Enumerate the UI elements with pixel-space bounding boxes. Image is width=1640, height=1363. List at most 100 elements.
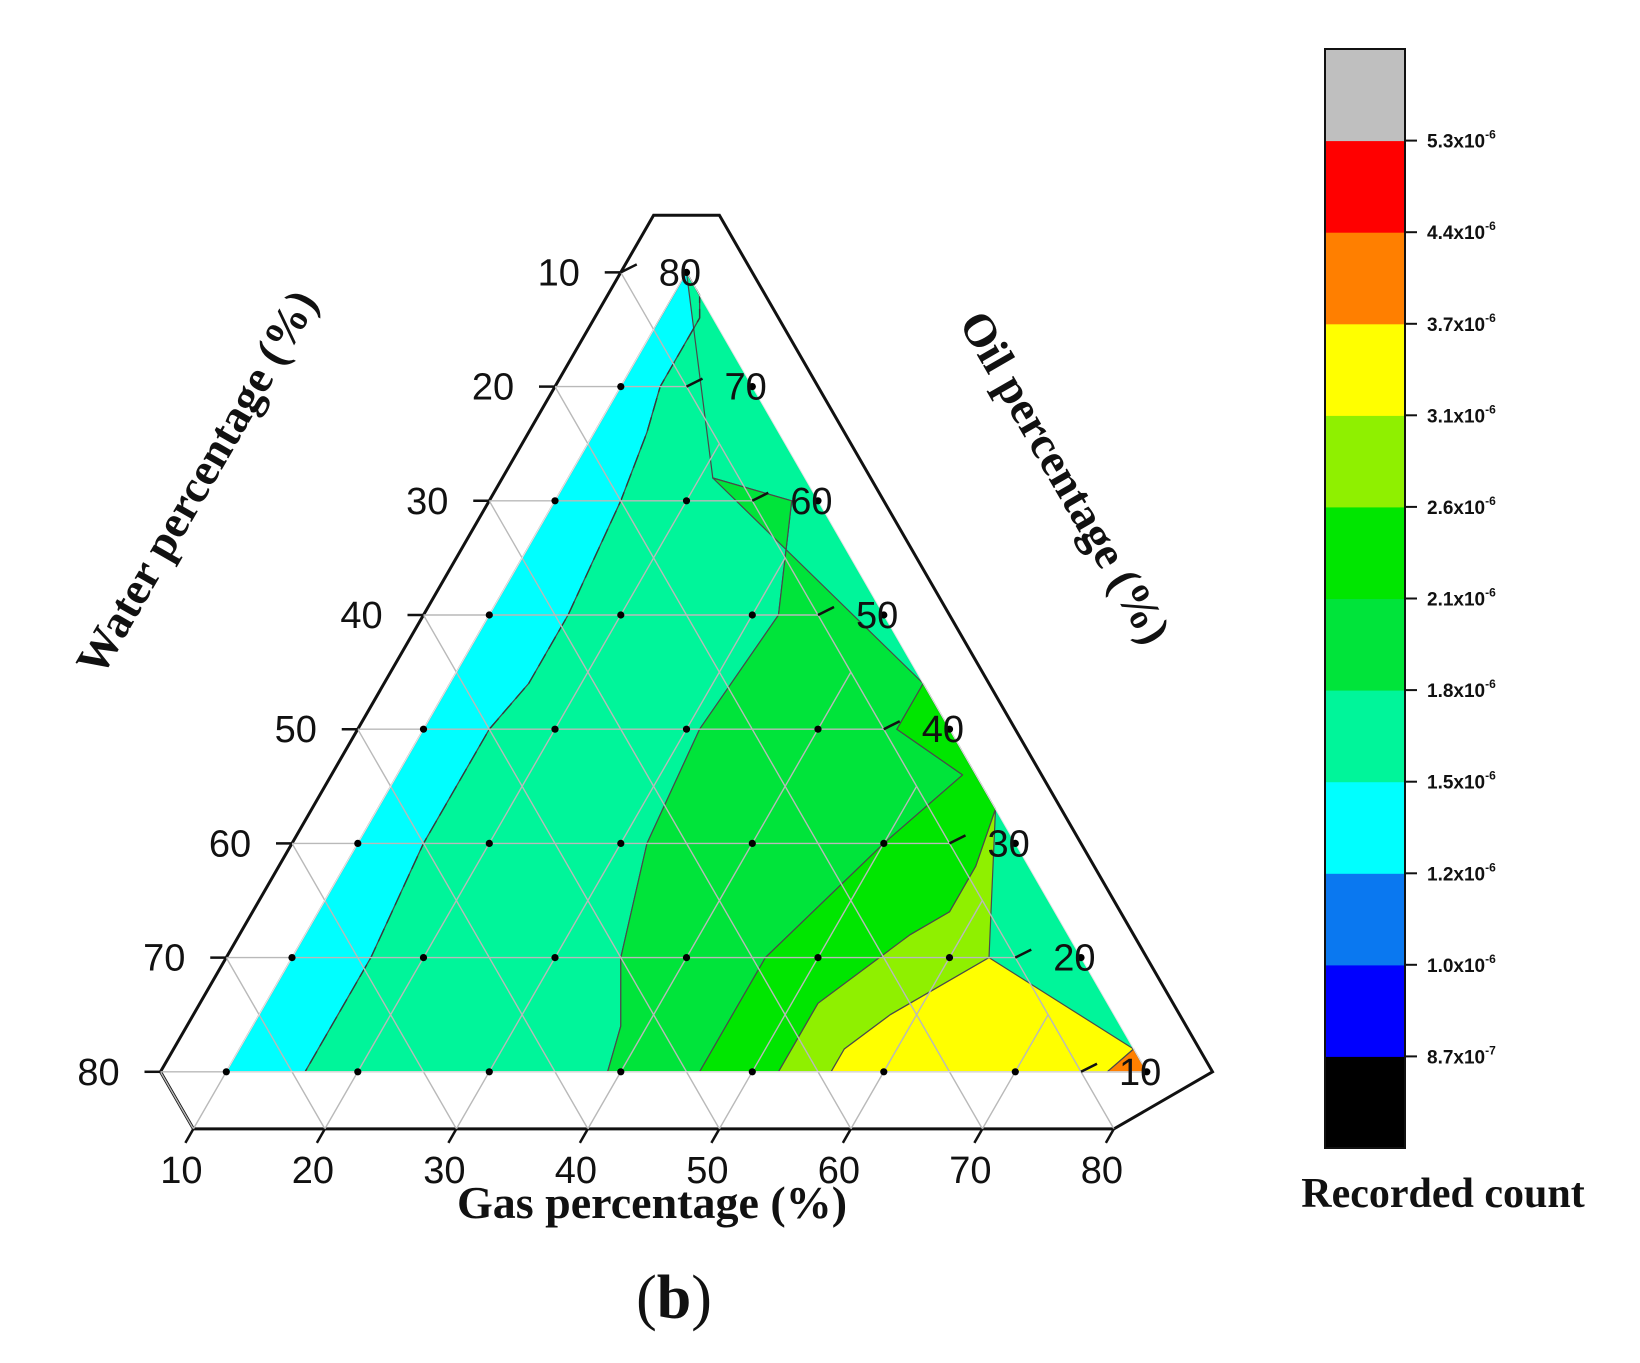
oil-tick-30 xyxy=(948,834,967,845)
colorbar-swatch-8 xyxy=(1325,415,1405,508)
colorbar-swatch-9 xyxy=(1325,323,1405,416)
sample-point-8 xyxy=(617,611,625,619)
gas-tick-label-40: 40 xyxy=(555,1150,597,1192)
sample-point-16 xyxy=(354,839,362,848)
gas-tick-label-70: 70 xyxy=(949,1150,991,1192)
gas-tick-20 xyxy=(315,1128,326,1144)
panel-label-open: ( xyxy=(636,1264,657,1332)
sample-point-20 xyxy=(880,839,888,848)
colorbar-swatch-10 xyxy=(1325,232,1405,325)
gas-tick-label-20: 20 xyxy=(292,1150,334,1192)
sample-point-4 xyxy=(551,497,559,505)
colorbar-swatch-4 xyxy=(1325,781,1405,874)
water-tick-label-30: 30 xyxy=(406,481,448,523)
oil-tick-label-40: 40 xyxy=(922,709,964,751)
sample-point-26 xyxy=(814,954,822,962)
panel-label-close: ) xyxy=(691,1264,712,1332)
oil-tick-50 xyxy=(817,605,835,617)
grid-line-water-20 xyxy=(554,386,983,1130)
gas-tick-40 xyxy=(578,1128,589,1144)
sample-point-19 xyxy=(748,839,756,848)
axis-ticks: 10 20 30 40 50 60 70 80 10 20 30 40 50 60 70 80 10 20 30 40… xyxy=(77,252,1161,1192)
sample-point-6 xyxy=(814,497,822,505)
colorbar-swatch-7 xyxy=(1325,506,1405,599)
colorbar-swatch-1 xyxy=(1325,1056,1405,1149)
grid-line-gas-60 xyxy=(850,900,983,1130)
sample-point-34 xyxy=(880,1068,888,1076)
gas-tick-80 xyxy=(1104,1128,1115,1144)
oil-tick-label-70: 70 xyxy=(725,367,767,409)
gas-tick-50 xyxy=(710,1128,721,1144)
sample-point-1 xyxy=(682,268,691,276)
gas-tick-label-60: 60 xyxy=(818,1150,860,1192)
sample-point-32 xyxy=(617,1068,625,1076)
sample-point-17 xyxy=(485,839,493,848)
oil-tick-label-10: 10 xyxy=(1119,1052,1161,1094)
panel-label: (b) xyxy=(636,1264,712,1332)
grid-line-water-70 xyxy=(225,957,326,1130)
oil-tick-label-30: 30 xyxy=(988,823,1030,865)
sample-point-5 xyxy=(682,497,691,505)
grid-line-water-40 xyxy=(422,614,720,1130)
gas-tick-60 xyxy=(841,1128,852,1144)
colorbar-label-10: 4.4x10-6 xyxy=(1427,219,1496,244)
grid-line-water-10 xyxy=(620,272,1115,1130)
gas-axis-title: Gas percentage (%) xyxy=(457,1177,847,1228)
colorbar-swatch-6 xyxy=(1325,598,1405,691)
sample-point-10 xyxy=(880,611,888,619)
sample-point-27 xyxy=(945,954,954,962)
colorbar-label-2: 1.0x10-6 xyxy=(1427,952,1496,977)
sample-point-14 xyxy=(814,725,822,733)
sample-point-35 xyxy=(1011,1068,1019,1076)
oil-axis-title: Oil percentage (%) xyxy=(950,302,1182,652)
gas-tick-label-50: 50 xyxy=(686,1150,728,1192)
oil-tick-70 xyxy=(685,377,704,388)
gas-tick-label-80: 80 xyxy=(1081,1150,1123,1192)
water-tick-label-60: 60 xyxy=(209,823,251,865)
colorbar-label-8: 3.1x10-6 xyxy=(1427,402,1496,427)
oil-tick-label-60: 60 xyxy=(790,481,832,523)
sample-point-36 xyxy=(1143,1068,1151,1076)
sample-point-29 xyxy=(222,1068,230,1076)
sample-point-33 xyxy=(748,1068,756,1076)
grid-line-water-80 xyxy=(159,1071,194,1130)
water-tick-label-20: 20 xyxy=(472,367,514,409)
oil-tick-80 xyxy=(620,263,638,274)
panel-label-letter: b xyxy=(657,1264,691,1332)
colorbar-label-9: 3.7x10-6 xyxy=(1427,311,1496,336)
sample-point-11 xyxy=(419,725,428,733)
grid-line-water-50 xyxy=(357,728,589,1130)
colorbar-swatch-11 xyxy=(1325,140,1405,233)
colorbar-label-1: 8.7x10-7 xyxy=(1427,1043,1496,1068)
water-tick-label-70: 70 xyxy=(143,938,185,980)
sample-point-18 xyxy=(617,839,625,848)
colorbar-label-6: 2.1x10-6 xyxy=(1427,586,1496,611)
grid-line-gas-40 xyxy=(587,671,852,1130)
water-tick-label-80: 80 xyxy=(77,1052,119,1094)
contour-regions xyxy=(225,271,1148,1073)
sample-point-12 xyxy=(551,725,559,733)
colorbar-label-7: 2.6x10-6 xyxy=(1427,494,1496,519)
oil-tick-40 xyxy=(883,720,901,731)
sample-point-3 xyxy=(748,383,756,391)
gas-tick-30 xyxy=(447,1128,458,1144)
gas-tick-label-30: 30 xyxy=(423,1150,465,1192)
colorbar-label-3: 1.2x10-6 xyxy=(1427,860,1496,885)
sample-point-25 xyxy=(682,954,691,962)
sample-point-28 xyxy=(1077,954,1085,962)
sample-point-13 xyxy=(682,725,691,733)
sample-point-9 xyxy=(748,611,756,619)
oil-tick-label-80: 80 xyxy=(659,252,701,294)
sample-point-15 xyxy=(945,725,954,733)
colorbar-swatch-2 xyxy=(1325,964,1405,1057)
oil-tick-label-50: 50 xyxy=(856,595,898,637)
water-tick-label-50: 50 xyxy=(275,709,317,751)
gas-tick-10 xyxy=(184,1128,195,1144)
colorbar-label-4: 1.5x10-6 xyxy=(1427,769,1496,794)
contour-line-1 xyxy=(304,272,701,1073)
sample-point-2 xyxy=(617,383,625,391)
sample-point-7 xyxy=(485,611,493,619)
oil-tick-20 xyxy=(1014,948,1032,959)
sample-point-24 xyxy=(551,954,559,962)
